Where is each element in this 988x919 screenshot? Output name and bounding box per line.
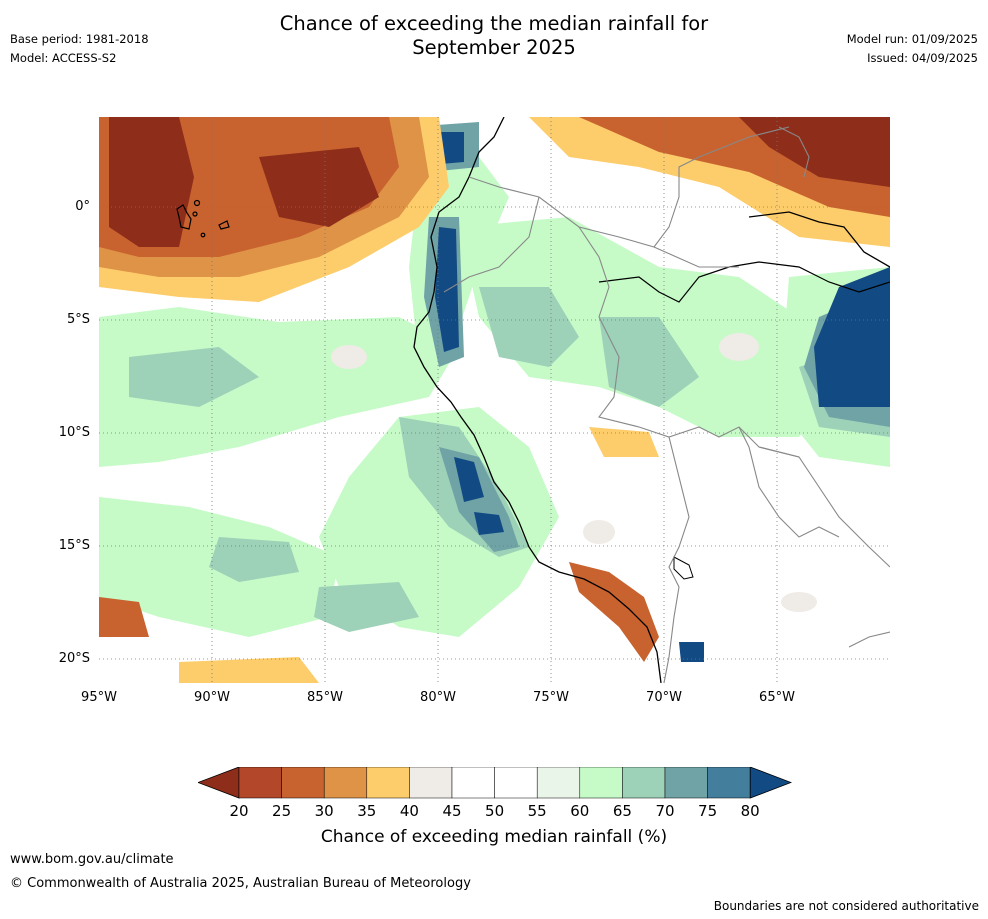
colorbar-swatch-55-60 [536, 766, 581, 799]
field-dry-northwest-4 [109, 117, 194, 247]
lat-tick-0: 0° [75, 199, 90, 214]
field-teal-ocean-2 [209, 537, 299, 582]
coastline [413, 117, 662, 683]
field-blue-andes [435, 227, 459, 352]
colorbar-swatch-60-65 [579, 766, 623, 799]
model-text: Model: ACCESS-S2 [10, 51, 117, 65]
colorbar-swatch-35-40 [366, 766, 410, 799]
field-dry-northwest-5 [259, 147, 379, 227]
lon-tick-95w: 95°W [81, 690, 117, 705]
field-blue-east [814, 267, 890, 407]
map-title: Chance of exceeding the median rainfall … [0, 12, 988, 60]
base-period-text: Base period: 1981-2018 [10, 32, 149, 46]
colorbar-svg [196, 766, 793, 799]
field-blue-coast-2 [474, 512, 504, 535]
colorbar-arrow-low [196, 766, 240, 799]
field-neutral-3 [583, 520, 615, 544]
lon-tick-65w: 65°W [759, 690, 795, 705]
rainfall-map [99, 117, 890, 683]
field-dry-northeast-3 [739, 117, 890, 187]
colorbar-title: Chance of exceeding median rainfall (%) [320, 827, 668, 847]
website-text: www.bom.gov.au/climate [10, 852, 174, 867]
colorbar-swatch-25-30 [281, 766, 325, 799]
field-dry-southwest [99, 597, 149, 637]
lon-tick-80w: 80°W [420, 690, 456, 705]
field-wet-ocean-mid [319, 407, 559, 637]
colorbar [196, 766, 793, 799]
colorbar-swatch-65-70 [622, 766, 666, 799]
field-teal-ocean-3 [314, 582, 419, 632]
lake-titicaca [673, 556, 694, 580]
field-teal-east-inland [599, 317, 699, 407]
colorbar-arrow-high [749, 766, 793, 799]
disclaimer-text: Boundaries are not considered authoritat… [713, 899, 979, 913]
field-neutral-2 [719, 333, 759, 361]
colorbar-swatch-20-25 [238, 766, 282, 799]
lon-tick-90w: 90°W [194, 690, 230, 705]
colorbar-swatch-45-50 [451, 766, 495, 799]
title-line-2: September 2025 [412, 36, 576, 59]
galapagos-islands [176, 199, 230, 238]
title-line-1: Chance of exceeding the median rainfall … [279, 12, 709, 35]
colorbar-swatch-50-55 [494, 766, 538, 799]
colorbar-label-55: 55 [527, 802, 547, 820]
field-dry-south-bottom [179, 657, 319, 683]
colorbar-swatch-75-80 [707, 766, 751, 799]
copyright-text: © Commonwealth of Australia 2025, Austra… [10, 876, 471, 891]
lat-tick-5s: 5°S [66, 312, 90, 327]
colorbar-label-40: 40 [399, 802, 419, 820]
field-teal-ocean [129, 347, 259, 407]
field-neutral-4 [781, 592, 817, 612]
field-blue-south [679, 642, 704, 662]
colorbar-label-80: 80 [740, 802, 760, 820]
coastline-north [748, 211, 890, 268]
colorbar-label-45: 45 [442, 802, 462, 820]
colorbar-swatch-30-35 [323, 766, 368, 799]
field-dry-interior [589, 427, 659, 457]
probability-fields [99, 117, 890, 683]
field-teal-amazon [479, 287, 579, 367]
lon-tick-75w: 75°W [533, 690, 569, 705]
meta-left: Base period: 1981-2018 Model: ACCESS-S2 [10, 30, 149, 68]
lat-tick-20s: 20°S [58, 651, 90, 666]
lat-tick-10s: 10°S [58, 425, 90, 440]
issued-text: Issued: 04/09/2025 [867, 51, 978, 65]
colorbar-label-50: 50 [485, 802, 505, 820]
colorbar-swatch-40-45 [409, 766, 453, 799]
lat-tick-15s: 15°S [58, 538, 90, 553]
lon-tick-85w: 85°W [307, 690, 343, 705]
colorbar-label-60: 60 [570, 802, 590, 820]
colorbar-swatch-70-75 [664, 766, 708, 799]
colorbar-label-25: 25 [272, 802, 292, 820]
model-run-text: Model run: 01/09/2025 [846, 32, 978, 46]
lon-tick-70w: 70°W [646, 690, 682, 705]
field-dry-coast-south [569, 562, 659, 662]
field-neutral-1 [331, 345, 367, 369]
colorbar-label-35: 35 [357, 802, 377, 820]
field-blue-coast [454, 457, 484, 502]
colorbar-label-75: 75 [698, 802, 718, 820]
country-boundaries [443, 126, 890, 683]
colorbar-label-70: 70 [655, 802, 675, 820]
meta-right: Model run: 01/09/2025 Issued: 04/09/2025 [847, 30, 978, 68]
rainfall-map-svg [99, 117, 890, 683]
colorbar-label-20: 20 [229, 802, 249, 820]
colorbar-label-65: 65 [612, 802, 632, 820]
colorbar-label-30: 30 [314, 802, 334, 820]
field-wet-ocean-west [99, 307, 459, 467]
